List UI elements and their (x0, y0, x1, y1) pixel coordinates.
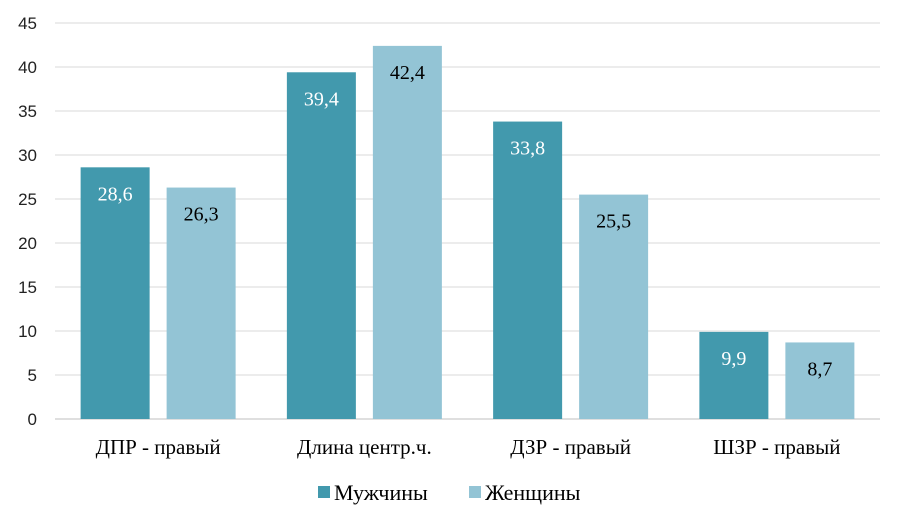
bar (579, 194, 649, 419)
bar (166, 187, 236, 419)
y-tick-label: 25 (18, 190, 37, 209)
data-label: 28,6 (98, 183, 133, 205)
data-label: 8,7 (807, 358, 832, 380)
x-tick-label: ДЗР - правый (510, 435, 631, 459)
y-tick-label: 40 (18, 58, 37, 77)
y-tick-label: 35 (18, 102, 37, 121)
y-tick-label: 30 (18, 146, 37, 165)
y-tick-label: 5 (28, 366, 37, 385)
bar (493, 121, 563, 419)
data-label: 39,4 (304, 88, 339, 110)
legend-label: Мужчины (334, 480, 428, 505)
bar (286, 72, 356, 419)
data-label: 25,5 (596, 211, 631, 233)
y-tick-label: 15 (18, 278, 37, 297)
y-tick-label: 0 (28, 410, 37, 429)
bar (785, 342, 855, 419)
y-tick-label: 20 (18, 234, 37, 253)
y-tick-label: 45 (18, 14, 37, 33)
legend: Мужчины Женщины (318, 480, 581, 505)
y-tick-label: 10 (18, 322, 37, 341)
data-label: 33,8 (510, 138, 545, 160)
data-label: 42,4 (390, 62, 425, 84)
legend-label: Женщины (485, 480, 581, 505)
data-label: 26,3 (184, 204, 219, 226)
x-tick-label: ШЗР - правый (713, 435, 840, 459)
x-axis: ДПР - правый Длина центр.ч. ДЗР - правый ШЗ… (96, 435, 841, 459)
x-tick-label: Длина центр.ч. (297, 435, 432, 459)
y-axis-ticks: 0 5 10 15 20 25 30 35 40 45 (18, 14, 37, 429)
legend-swatch (318, 486, 330, 498)
bar (699, 331, 769, 419)
bar (372, 45, 442, 419)
legend-swatch (469, 486, 481, 498)
bar (80, 167, 150, 419)
bars: 28,6 26,3 39,4 42,4 33,8 25,5 9,9 8,7 (80, 45, 855, 419)
x-tick-label: ДПР - правый (96, 435, 221, 459)
data-label: 9,9 (721, 348, 746, 370)
